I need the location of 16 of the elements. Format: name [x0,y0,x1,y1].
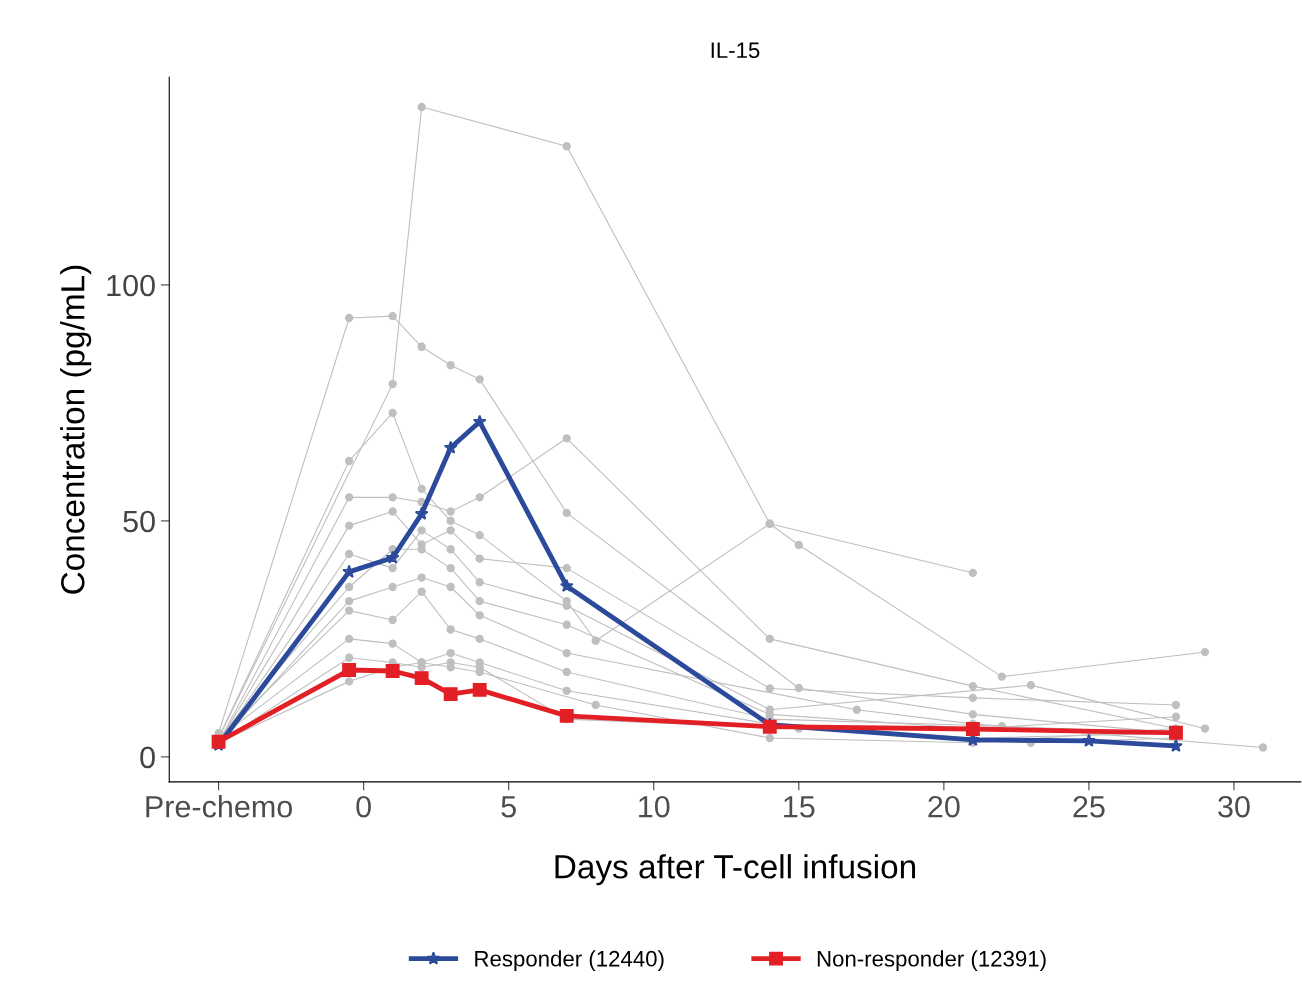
y-tick-label: 50 [123,510,155,533]
x-tick-label: 5 [501,796,516,818]
y-axis-title: Concentration (pg/mL) [60,265,92,594]
legend-label: Responder (12440) [475,950,664,971]
chart-title: IL-15 [711,42,760,59]
x-tick-label: 10 [639,795,670,818]
x-tick-label: Pre-chemo [146,795,293,818]
x-tick-label: 20 [928,795,960,818]
x-tick-label: 15 [784,796,815,818]
x-axis-title: Days after T-cell infusion [555,854,916,886]
x-tick-label: 30 [1218,795,1250,818]
legend-label: Non-responder (12391) [817,950,1046,971]
x-tick-label: 0 [356,795,371,818]
x-tick-label: 25 [1073,795,1105,818]
y-tick-label: 100 [107,274,155,297]
y-tick-label: 0 [140,746,155,769]
